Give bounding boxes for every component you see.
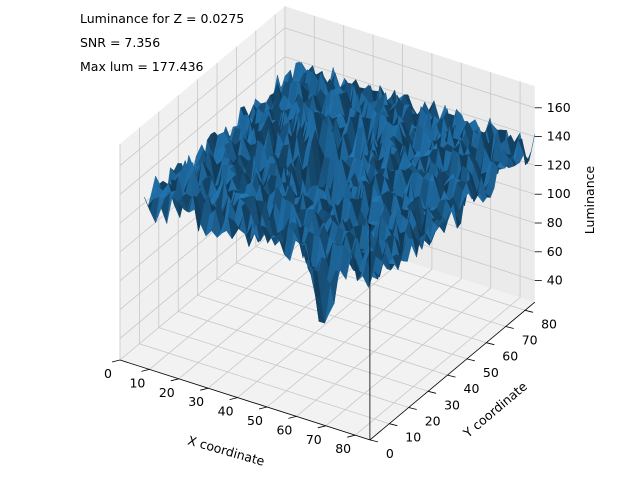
y-tick xyxy=(369,439,378,443)
y-axis-line xyxy=(369,301,536,441)
y-tick-label: 70 xyxy=(522,333,538,348)
y-tick-label: 80 xyxy=(541,316,557,331)
y-tick-label: 40 xyxy=(464,381,480,396)
y-tick-label: 50 xyxy=(483,365,499,380)
annotation-snr: SNR = 7.356 xyxy=(80,35,161,50)
annotation-z-value: Luminance for Z = 0.0275 xyxy=(80,11,245,26)
x-tick xyxy=(288,416,297,419)
x-tick-label: 60 xyxy=(276,422,292,437)
surface-facet xyxy=(373,262,384,280)
y-tick xyxy=(525,309,534,313)
x-tick xyxy=(200,387,209,391)
z-tick-label: 40 xyxy=(547,273,563,288)
y-tick xyxy=(505,326,514,329)
grid-line-y xyxy=(235,46,487,344)
y-tick-label: 20 xyxy=(425,414,441,429)
x-tick xyxy=(141,369,150,372)
x-tick-label: 20 xyxy=(159,385,175,400)
x-tick-label: 80 xyxy=(335,441,351,456)
x-tick xyxy=(317,425,326,429)
x-tick xyxy=(347,434,356,438)
x-tick-label: 40 xyxy=(218,404,234,419)
grid-line-z xyxy=(119,56,535,195)
x-tick-label: 30 xyxy=(188,394,204,409)
z-tick-label: 80 xyxy=(547,215,563,230)
z-tick-label: 100 xyxy=(547,186,571,201)
axis-lines xyxy=(119,223,536,441)
y-tick xyxy=(408,407,417,410)
z-tick-label: 160 xyxy=(547,100,571,115)
x-tick-label: 0 xyxy=(104,366,112,381)
z-tick-label: 140 xyxy=(547,129,571,144)
x-tick-label: 50 xyxy=(247,413,263,428)
y-tick xyxy=(486,342,495,346)
annotation-max-lum: Max lum = 177.436 xyxy=(80,59,204,74)
y-tick-label: 0 xyxy=(386,446,394,461)
y-tick xyxy=(389,423,398,427)
y-tick xyxy=(466,358,475,362)
x-tick xyxy=(258,406,268,410)
x-tick xyxy=(170,378,179,382)
y-tick-label: 30 xyxy=(444,397,460,412)
z-axis-label: Luminance xyxy=(582,166,597,235)
y-tick-label: 10 xyxy=(405,430,421,445)
y-tick xyxy=(428,390,437,394)
y-tick-label: 60 xyxy=(502,349,518,364)
x-tick-label: 70 xyxy=(306,432,322,447)
grid-line-y xyxy=(138,127,390,425)
z-tick-label: 60 xyxy=(547,244,563,259)
x-tick xyxy=(111,359,121,363)
x-axis-line xyxy=(119,359,371,441)
floor-pane xyxy=(120,222,535,440)
x-tick xyxy=(229,397,238,400)
x-tick-label: 10 xyxy=(129,375,145,390)
x-axis-label: X coordinate xyxy=(186,433,267,469)
luminance-surface xyxy=(144,61,535,324)
grid-line-y xyxy=(197,79,448,376)
y-tick xyxy=(447,374,456,378)
z-tick-label: 120 xyxy=(547,157,571,172)
grid-line-z xyxy=(119,27,535,166)
tick-marks xyxy=(111,107,542,443)
